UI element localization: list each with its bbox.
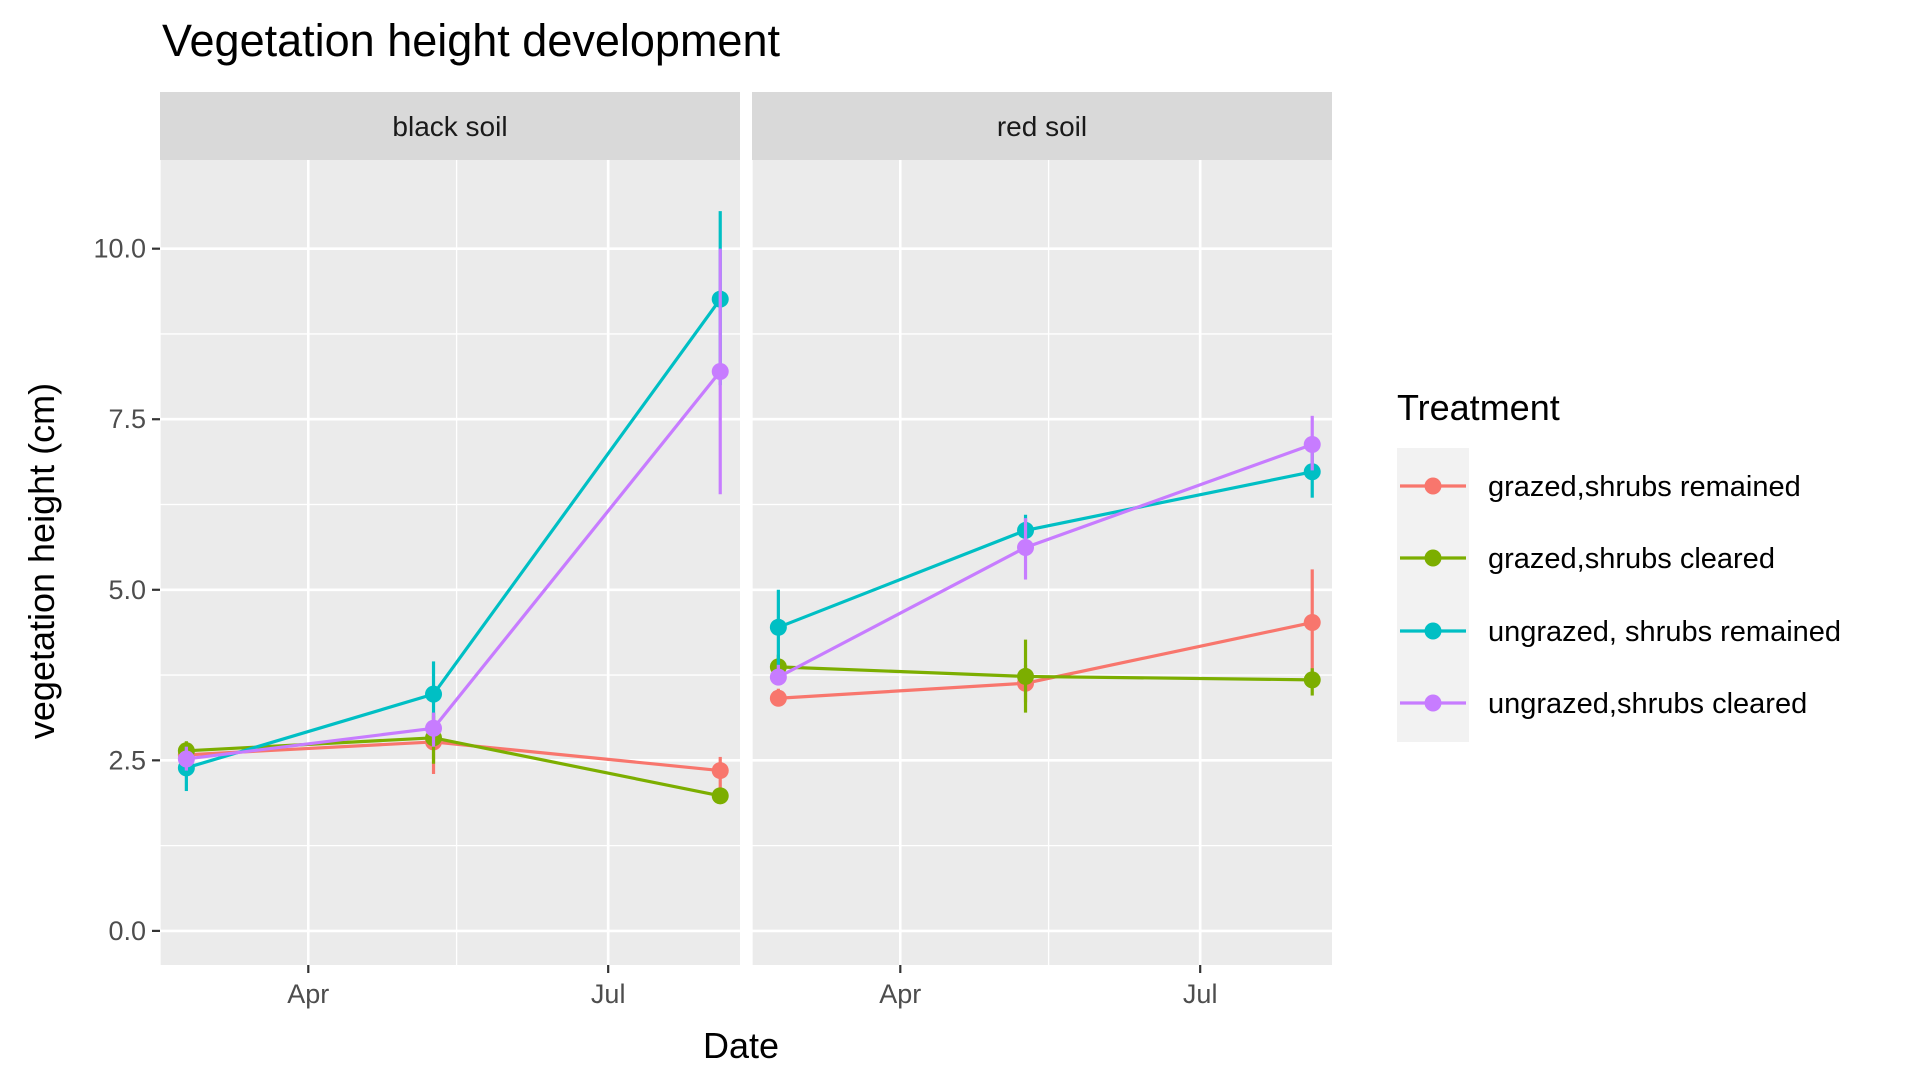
x-tick-label: Apr [879,979,921,1009]
facet-panel-0: black soil Apr Jul 0.0 2.5 5.0 7.5 10.0 [93,92,740,1009]
y-tick-label: 10.0 [93,234,146,264]
panel-background [752,160,1332,965]
legend-entry-3: ungrazed,shrubs cleared [1400,688,1807,720]
y-tick-label: 2.5 [108,745,146,775]
data-point [1303,614,1321,632]
legend-key-background [1397,448,1469,742]
x-tick-label: Apr [287,979,329,1009]
data-point [1303,463,1321,481]
facet-panels: black soil Apr Jul 0.0 2.5 5.0 7.5 10.0 red soil… [93,92,1332,1009]
data-point [769,689,787,707]
panel-background [160,160,740,965]
y-tick-label: 0.0 [108,916,146,946]
data-point [1303,435,1321,453]
legend-label: ungrazed, shrubs remained [1488,616,1841,648]
data-point [425,719,443,737]
data-point [1303,671,1321,689]
chart-title: Vegetation height development [162,15,780,66]
x-tick-label: Jul [1183,979,1218,1009]
facet-strip-label: black soil [392,111,507,142]
legend-entries: grazed,shrubs remained grazed,shrubs clea… [1400,471,1841,720]
facet-panel-1: red soil Apr Jul [751,92,1332,1009]
series-3 [769,415,1321,686]
data-point [1017,538,1035,556]
data-point [1017,667,1035,685]
legend-label: ungrazed,shrubs cleared [1488,688,1807,720]
legend-title: Treatment [1397,387,1560,428]
y-axis-title: vegetation height (cm) [21,383,62,739]
data-point [711,362,729,380]
legend: Treatment grazed,shrubs remainedgrazed,s… [1397,387,1841,742]
series-1 [769,639,1321,713]
x-axis-title: Date [703,1025,779,1066]
data-point [711,787,729,805]
legend-label: grazed,shrubs remained [1488,471,1801,503]
data-point [769,668,787,686]
x-tick-label: Jul [591,979,626,1009]
series-3 [177,248,729,771]
facet-strip [752,92,1332,160]
legend-entry-0: grazed,shrubs remained [1400,471,1801,503]
legend-label: grazed,shrubs cleared [1488,543,1775,575]
facet-strip-label: red soil [997,111,1087,142]
data-point [425,685,443,703]
data-point [769,618,787,636]
data-point [177,750,195,768]
y-tick-label: 5.0 [108,575,146,605]
y-tick-label: 7.5 [108,404,146,434]
facet-strip [160,92,740,160]
legend-entry-2: ungrazed, shrubs remained [1400,616,1841,648]
legend-key-point [1424,694,1442,712]
legend-entry-1: grazed,shrubs cleared [1400,543,1775,575]
legend-key-point [1424,549,1442,567]
data-point [711,762,729,780]
legend-key-point [1424,477,1442,495]
legend-key-point [1424,622,1442,640]
